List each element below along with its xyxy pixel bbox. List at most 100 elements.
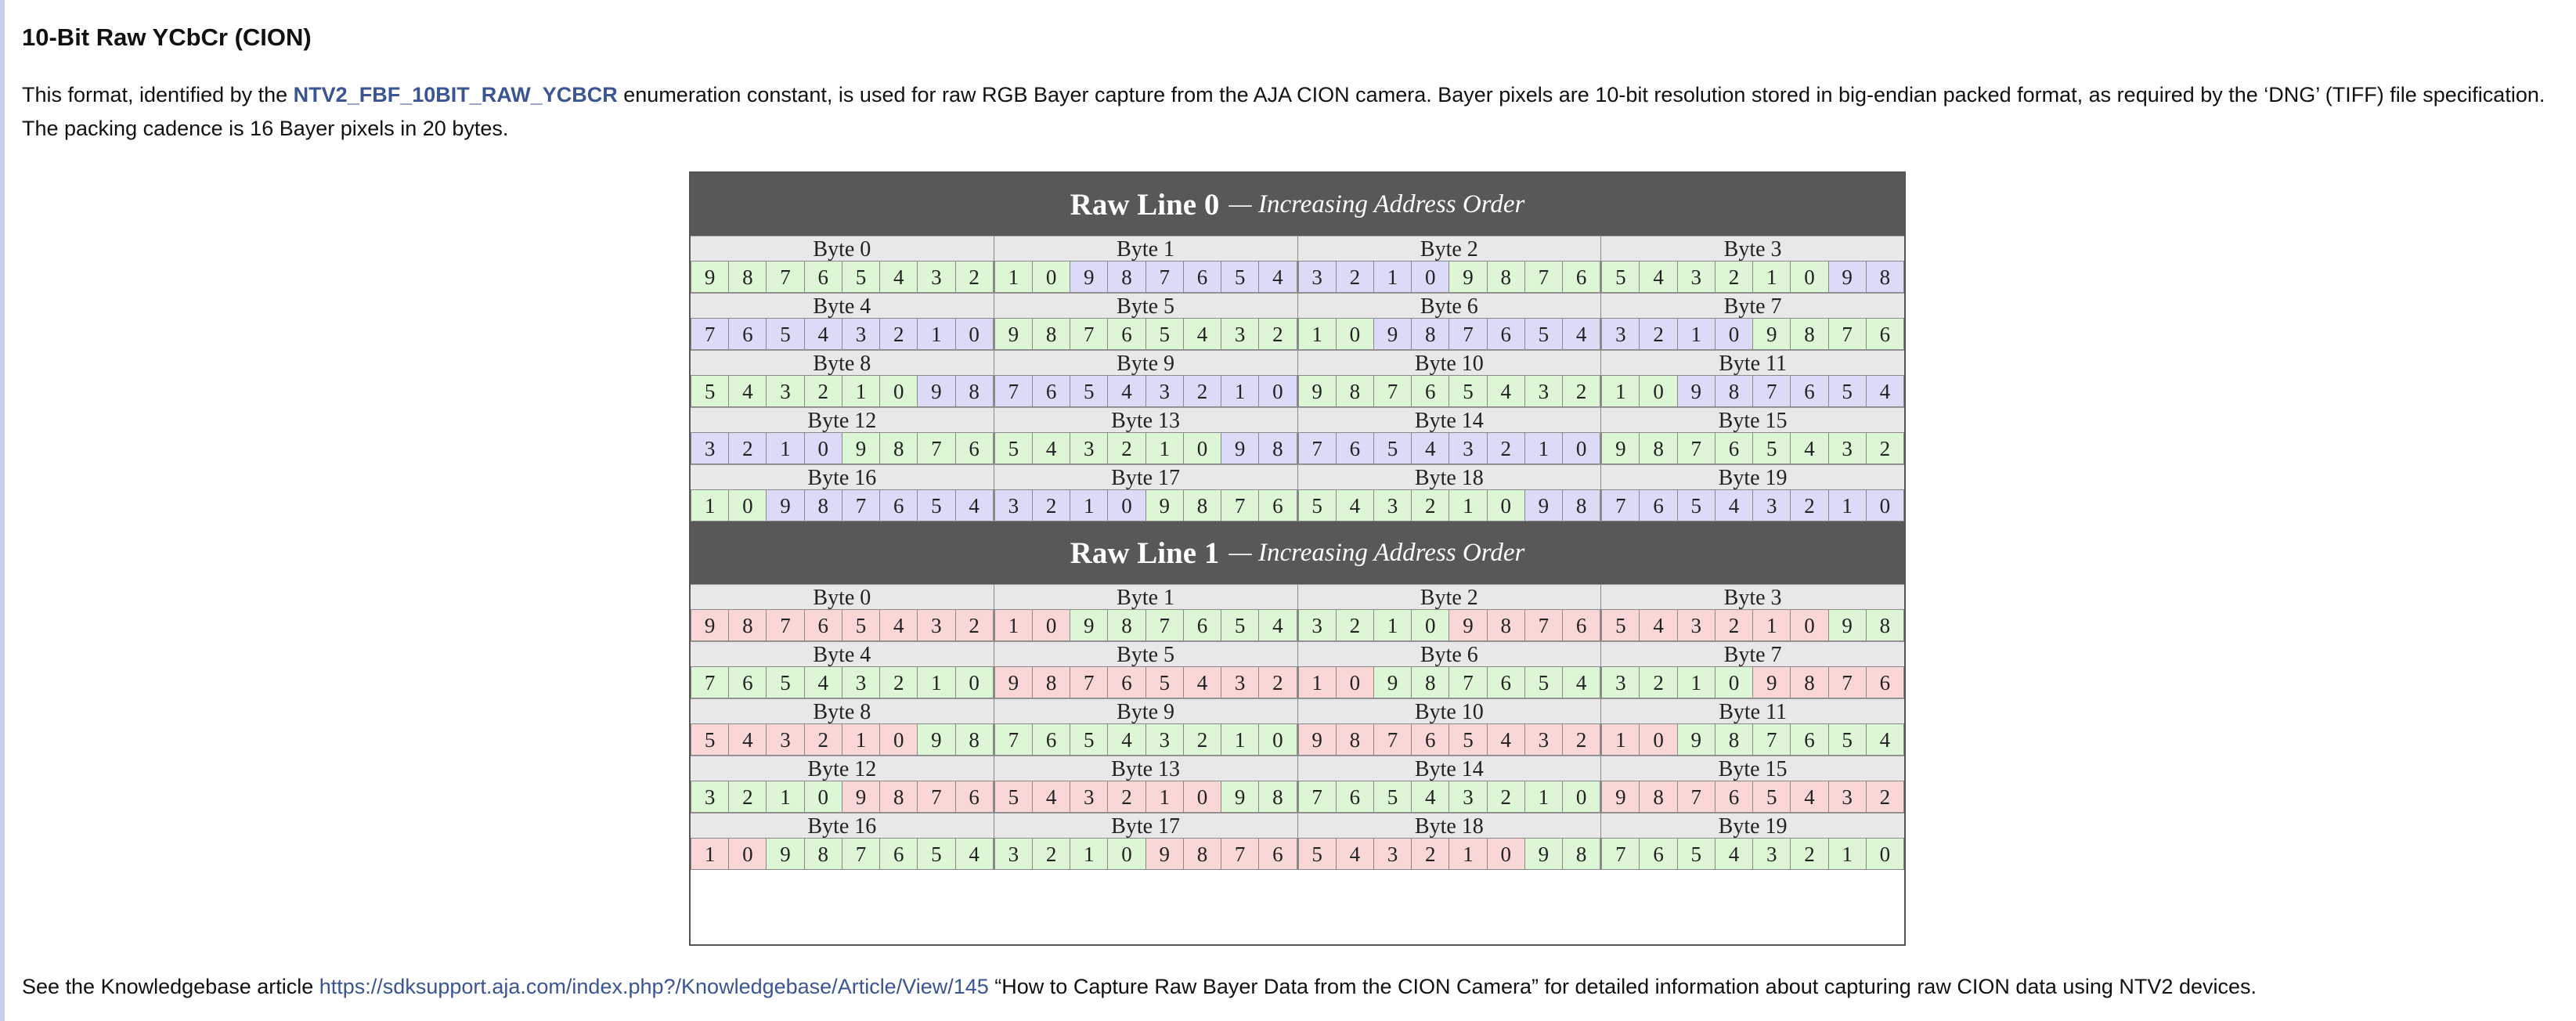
bit-cell: 0 xyxy=(1563,781,1601,813)
bit-cell: 7 xyxy=(1601,489,1640,521)
bit-cell: 4 xyxy=(1487,723,1525,756)
bit-cell: 9 xyxy=(1601,432,1640,464)
byte-group: Byte 12 3 2 1 0 9 8 7 6 xyxy=(691,756,994,813)
bit-cell: 3 xyxy=(1449,432,1488,464)
footer-paragraph: See the Knowledgebase article https://sd… xyxy=(22,969,2257,1004)
bit-cell: 9 xyxy=(1145,489,1184,521)
bit-cell: 1 xyxy=(918,318,956,350)
byte-label: Byte 18 xyxy=(1297,464,1601,490)
bit-cell: 4 xyxy=(804,666,842,698)
bit-cell: 6 xyxy=(729,666,767,698)
byte-label: Byte 14 xyxy=(1297,756,1601,781)
bit-cell: 7 xyxy=(767,261,805,293)
bit-cell: 8 xyxy=(1640,432,1678,464)
bit-cell: 5 xyxy=(918,489,956,521)
bit-cell: 2 xyxy=(1715,261,1754,293)
bit-cell: 4 xyxy=(1563,666,1601,698)
bit-cell: 9 xyxy=(842,781,881,813)
bit-cell: 6 xyxy=(1715,781,1754,813)
bit-cell: 8 xyxy=(1487,609,1525,641)
knowledgebase-link[interactable]: https://sdksupport.aja.com/index.php?/Kn… xyxy=(319,975,989,998)
bit-cell: 0 xyxy=(729,838,767,870)
bit-cell: 3 xyxy=(994,838,1033,870)
bit-cell: 4 xyxy=(1640,609,1678,641)
bit-cell: 2 xyxy=(1866,781,1904,813)
bit-cell: 0 xyxy=(1715,318,1754,350)
bit-cell: 5 xyxy=(1221,609,1260,641)
bit-cell: 7 xyxy=(1145,609,1184,641)
bit-cell: 5 xyxy=(1449,375,1488,407)
bit-cell: 9 xyxy=(842,432,881,464)
bit-cell: 7 xyxy=(1449,318,1488,350)
bit-cell: 5 xyxy=(1449,723,1488,756)
bit-cell: 6 xyxy=(1336,781,1374,813)
bit-cell: 0 xyxy=(1183,781,1222,813)
bit-cell: 6 xyxy=(1791,375,1829,407)
bit-cell: 2 xyxy=(1412,838,1450,870)
byte-label: Byte 19 xyxy=(1601,464,1904,490)
bit-cell: 9 xyxy=(1297,723,1337,756)
byte-label: Byte 14 xyxy=(1297,407,1601,433)
bit-cell: 3 xyxy=(1297,261,1337,293)
byte-label: Byte 12 xyxy=(691,407,994,433)
bit-cell: 1 xyxy=(994,261,1033,293)
bit-cell: 9 xyxy=(1524,838,1564,870)
bit-cell: 9 xyxy=(1221,432,1260,464)
bit-cell: 7 xyxy=(1221,489,1260,521)
bit-cell: 8 xyxy=(1336,375,1374,407)
bit-cell: 4 xyxy=(1108,375,1146,407)
byte-label: Byte 12 xyxy=(691,756,994,781)
bit-cell: 0 xyxy=(1108,838,1146,870)
bit-cell: 0 xyxy=(955,666,994,698)
bit-cell: 0 xyxy=(1563,432,1601,464)
bit-cell: 0 xyxy=(880,375,918,407)
bit-cell: 7 xyxy=(1297,781,1337,813)
bit-cell: 0 xyxy=(1715,666,1754,698)
bit-cell: 2 xyxy=(1640,318,1678,350)
bit-cell: 4 xyxy=(729,375,767,407)
bit-cell: 3 xyxy=(691,432,730,464)
bit-cell: 4 xyxy=(1032,781,1071,813)
byte-label: Byte 7 xyxy=(1601,641,1904,667)
byte-label: Byte 5 xyxy=(994,293,1297,319)
byte-label: Byte 10 xyxy=(1297,350,1601,376)
byte-row: Byte 12 3 2 1 0 9 8 7 6 Byte 13 5 4 3 2 1 0 9 8 Byte 14 7 6 5… xyxy=(691,407,1904,464)
bit-cell: 3 xyxy=(1601,666,1640,698)
bit-cell: 4 xyxy=(1412,432,1450,464)
byte-label: Byte 0 xyxy=(691,584,994,610)
bit-cell: 8 xyxy=(1866,609,1904,641)
bit-cell: 6 xyxy=(1183,609,1222,641)
bit-cell: 2 xyxy=(1108,781,1146,813)
bit-cell: 6 xyxy=(880,838,918,870)
bit-cell: 9 xyxy=(1677,723,1716,756)
bit-cell: 4 xyxy=(880,609,918,641)
bit-cell: 5 xyxy=(1828,723,1867,756)
bit-cell: 0 xyxy=(880,723,918,756)
byte-label: Byte 18 xyxy=(1297,813,1601,839)
bit-cell: 8 xyxy=(804,838,842,870)
bit-cell: 9 xyxy=(1828,261,1867,293)
bit-cell: 6 xyxy=(804,261,842,293)
bit-cell: 7 xyxy=(1677,432,1716,464)
bit-cell: 4 xyxy=(1183,666,1222,698)
byte-row: Byte 16 1 0 9 8 7 6 5 4 Byte 17 3 2 1 0 9 8 7 6 Byte 18 5 4 3… xyxy=(691,813,1904,870)
page-left-border xyxy=(0,0,5,1021)
bit-cell: 2 xyxy=(1563,723,1601,756)
bit-cell: 0 xyxy=(804,432,842,464)
bit-cell: 1 xyxy=(1753,609,1791,641)
bit-cell: 2 xyxy=(955,609,994,641)
